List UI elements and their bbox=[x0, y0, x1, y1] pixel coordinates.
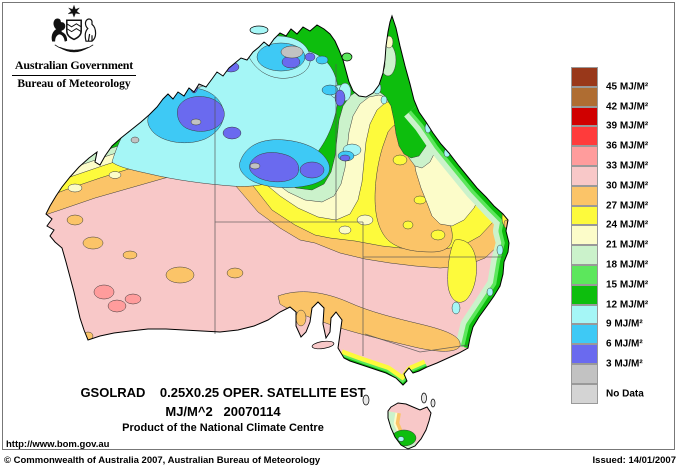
bureau-title: Bureau of Meteorology bbox=[17, 78, 131, 90]
legend: 45 MJ/M² 42 MJ/M² 39 MJ/M² 36 MJ/M² 33 MJ/M²… bbox=[571, 67, 648, 404]
legend-label: 9 MJ/M² bbox=[606, 318, 643, 330]
legend-row: 42 MJ/M² bbox=[571, 86, 648, 112]
legend-swatch bbox=[571, 146, 598, 166]
legend-row: 12 MJ/M² bbox=[571, 284, 648, 310]
legend-swatch bbox=[571, 284, 598, 305]
legend-swatch bbox=[571, 225, 598, 246]
legend-row: 36 MJ/M² bbox=[571, 126, 648, 152]
small-islands bbox=[249, 25, 436, 408]
footer: © Commonwealth of Australia 2007, Austra… bbox=[0, 453, 680, 467]
logo-divider bbox=[12, 75, 136, 76]
caption-unit-date-line: MJ/M^2 20070114 bbox=[165, 404, 281, 419]
legend-swatch bbox=[571, 67, 598, 87]
legend-swatch bbox=[571, 324, 598, 345]
coat-of-arms-icon bbox=[51, 4, 97, 53]
legend-swatch bbox=[571, 205, 598, 226]
legend-label: 3 MJ/M² bbox=[606, 358, 643, 370]
legend-label: 18 MJ/M² bbox=[606, 259, 649, 271]
legend-label: 24 MJ/M² bbox=[606, 219, 649, 231]
caption-source-line: Product of the National Climate Centre bbox=[122, 422, 324, 434]
legend-label: 39 MJ/M² bbox=[606, 120, 649, 132]
bom-url: http://www.bom.gov.au bbox=[6, 439, 110, 450]
legend-row: 21 MJ/M² bbox=[571, 225, 648, 251]
caption-product-line: GSOLRAD 0.25X0.25 OPER. SATELLITE EST bbox=[80, 385, 366, 400]
legend-swatch bbox=[571, 383, 598, 404]
legend-swatch bbox=[571, 185, 598, 206]
legend-swatch bbox=[571, 86, 598, 107]
issued-date: Issued: 14/01/2007 bbox=[592, 455, 676, 466]
legend-swatch bbox=[571, 165, 598, 186]
legend-swatch bbox=[571, 344, 598, 364]
legend-row: 30 MJ/M² bbox=[571, 165, 648, 191]
legend-row: 27 MJ/M² bbox=[571, 185, 648, 211]
legend-label: 15 MJ/M² bbox=[606, 279, 649, 291]
government-title: Australian Government bbox=[14, 58, 134, 72]
legend-label: 33 MJ/M² bbox=[606, 160, 649, 172]
legend-swatch bbox=[571, 126, 598, 147]
legend-label: 12 MJ/M² bbox=[606, 299, 649, 311]
legend-swatch bbox=[571, 245, 598, 265]
mainland-coastline bbox=[45, 14, 510, 386]
legend-label: No Data bbox=[606, 388, 644, 400]
legend-label: 21 MJ/M² bbox=[606, 239, 649, 251]
legend-label: 27 MJ/M² bbox=[606, 200, 649, 212]
legend-row: 3 MJ/M² bbox=[571, 344, 643, 369]
legend-row: 45 MJ/M² bbox=[571, 67, 648, 92]
map-caption: GSOLRAD 0.25X0.25 OPER. SATELLITE EST MJ… bbox=[43, 385, 403, 434]
legend-row: No Data bbox=[571, 383, 644, 404]
legend-row: 24 MJ/M² bbox=[571, 205, 648, 231]
legend-label: 42 MJ/M² bbox=[606, 101, 649, 113]
legend-row: 6 MJ/M² bbox=[571, 324, 643, 350]
legend-label: 30 MJ/M² bbox=[606, 180, 649, 192]
legend-swatch bbox=[571, 106, 598, 127]
legend-row: 15 MJ/M² bbox=[571, 264, 648, 290]
bom-logo: Australian Government Bureau of Meteorol… bbox=[10, 4, 138, 90]
legend-row: 9 MJ/M² bbox=[571, 304, 643, 330]
legend-row: 33 MJ/M² bbox=[571, 146, 648, 171]
tasmania-coastline bbox=[387, 402, 432, 450]
copyright-text: © Commonwealth of Australia 2007, Austra… bbox=[4, 455, 321, 466]
legend-swatch bbox=[571, 363, 598, 384]
legend-row bbox=[571, 363, 598, 384]
legend-label: 36 MJ/M² bbox=[606, 140, 649, 152]
legend-swatch bbox=[571, 304, 598, 325]
legend-swatch bbox=[571, 264, 598, 285]
legend-row: 18 MJ/M² bbox=[571, 245, 648, 270]
state-borders bbox=[214, 64, 503, 356]
legend-label: 45 MJ/M² bbox=[606, 81, 649, 93]
legend-label: 6 MJ/M² bbox=[606, 338, 643, 350]
legend-row: 39 MJ/M² bbox=[571, 106, 648, 132]
